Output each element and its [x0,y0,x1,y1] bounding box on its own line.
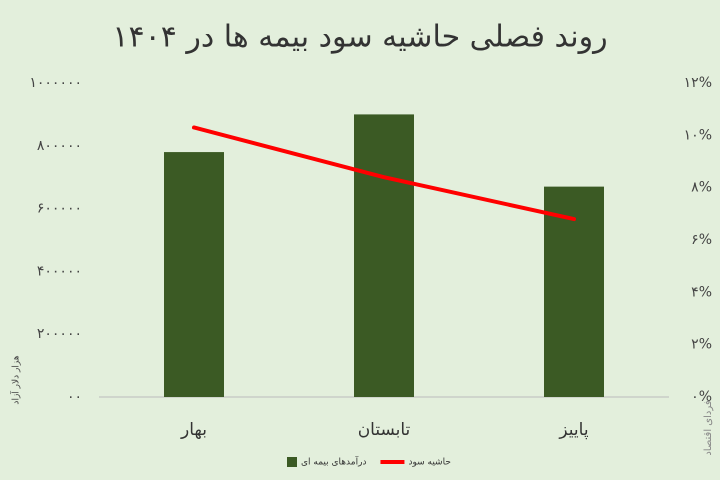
chart-title: روند فصلی حاشیه سود بیمه ها در ۱۴۰۴ [112,20,607,55]
y-axis-label: هزار دلار آزاد [10,355,22,404]
legend-label: حاشیه سود [408,458,450,468]
bar [164,152,224,397]
line [192,125,576,222]
y2-tick-label: ۶% [691,232,712,248]
bar [354,114,414,398]
y2-tick-label: ۱۰% [684,127,712,143]
watermark: فردای اقتصاد [703,400,714,456]
y2-tick-label: ۴% [691,284,712,300]
y-tick-label: ۴۰۰۰۰۰ [37,263,82,279]
legend-swatch [287,457,297,467]
y-tick-label: ۱۰۰۰۰۰۰ [29,75,82,91]
bar [544,186,604,397]
y2-tick-label: ۲% [691,337,712,353]
y-tick-label: ۸۰۰۰۰۰ [37,138,82,154]
x-tick-label: بهار [180,420,207,440]
x-tick-label: تابستان [358,420,411,440]
y2-tick-label: ۱۲% [684,75,712,91]
y2-tick-label: ۸% [691,180,712,196]
x-tick-label: پاییز [558,420,588,440]
y-tick-label: ۶۰۰۰۰۰ [37,201,82,217]
y2-tick-label: ۰% [691,389,712,405]
legend-label: درآمدهای بیمه ای [301,456,366,468]
y-tick-label: ۰۰ [67,389,82,405]
y-tick-label: ۲۰۰۰۰۰ [37,326,82,342]
